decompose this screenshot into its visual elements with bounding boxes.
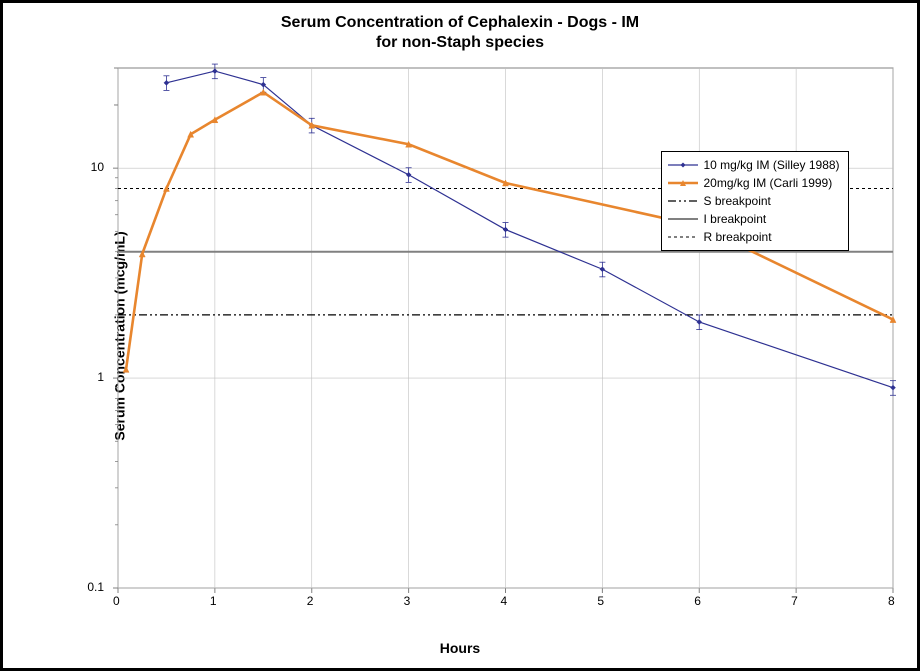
- legend-item: 10 mg/kg IM (Silley 1988): [668, 156, 840, 174]
- x-tick-label: 7: [791, 594, 798, 608]
- legend-swatch: [668, 212, 698, 226]
- x-tick-label: 3: [404, 594, 411, 608]
- chart-frame: Serum Concentration of Cephalexin - Dogs…: [0, 0, 920, 671]
- x-tick-label: 4: [501, 594, 508, 608]
- legend-label: 20mg/kg IM (Carli 1999): [704, 174, 833, 192]
- y-tick-label: 10: [91, 160, 104, 174]
- legend-swatch: [668, 230, 698, 244]
- plot-area: [88, 63, 898, 618]
- title-line-2: for non-Staph species: [376, 34, 544, 51]
- x-tick-label: 0: [113, 594, 120, 608]
- plot-svg: [88, 63, 898, 618]
- title-line-1: Serum Concentration of Cephalexin - Dogs…: [281, 14, 639, 31]
- x-tick-label: 5: [597, 594, 604, 608]
- legend-swatch: [668, 194, 698, 208]
- legend-label: R breakpoint: [704, 228, 772, 246]
- legend-label: 10 mg/kg IM (Silley 1988): [704, 156, 840, 174]
- legend-label: I breakpoint: [704, 210, 767, 228]
- legend-swatch: [668, 158, 698, 172]
- x-tick-label: 1: [210, 594, 217, 608]
- y-tick-label: 0.1: [87, 580, 104, 594]
- legend-item: R breakpoint: [668, 228, 840, 246]
- x-tick-label: 8: [888, 594, 895, 608]
- legend-item: S breakpoint: [668, 192, 840, 210]
- x-tick-label: 2: [307, 594, 314, 608]
- legend-label: S breakpoint: [704, 192, 771, 210]
- legend-item: I breakpoint: [668, 210, 840, 228]
- chart-title: Serum Concentration of Cephalexin - Dogs…: [3, 13, 917, 53]
- legend: 10 mg/kg IM (Silley 1988)20mg/kg IM (Car…: [661, 151, 849, 251]
- x-axis-label: Hours: [3, 640, 917, 656]
- x-tick-label: 6: [694, 594, 701, 608]
- legend-swatch: [668, 176, 698, 190]
- legend-item: 20mg/kg IM (Carli 1999): [668, 174, 840, 192]
- y-tick-label: 1: [97, 370, 104, 384]
